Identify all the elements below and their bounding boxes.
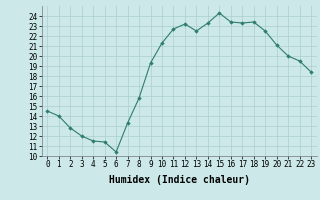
X-axis label: Humidex (Indice chaleur): Humidex (Indice chaleur) [109,175,250,185]
